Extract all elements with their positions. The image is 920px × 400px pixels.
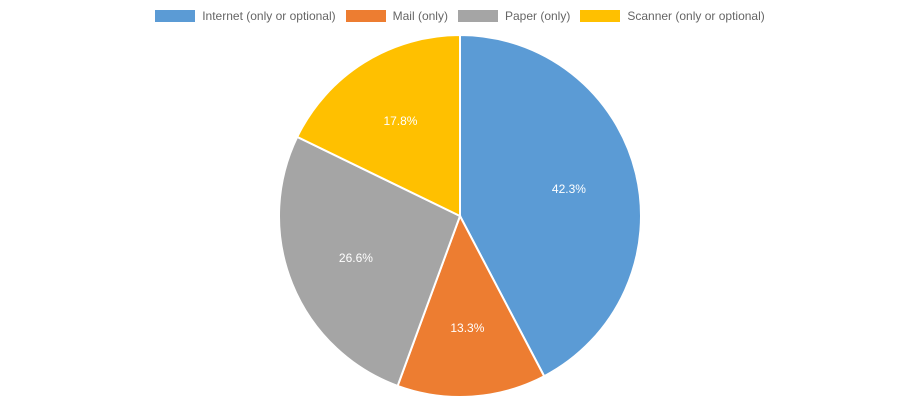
legend-item-paper[interactable]: Paper (only) xyxy=(457,9,571,23)
legend-swatch-mail xyxy=(345,10,386,22)
legend-label-scanner: Scanner (only or optional) xyxy=(627,9,765,23)
pie-slice-scanner[interactable] xyxy=(295,33,461,218)
legend-swatch-scanner xyxy=(580,10,621,22)
slice-label-mail: 13.3% xyxy=(450,321,484,335)
legend-item-scanner[interactable]: Scanner (only or optional) xyxy=(580,9,765,23)
pie-slice-labels: 42.3% 13.3% 26.6% 17.8% xyxy=(339,114,586,335)
pie-slice-mail[interactable] xyxy=(396,213,546,398)
legend-label-mail: Mail (only) xyxy=(392,9,448,23)
slice-label-internet: 42.3% xyxy=(552,182,586,196)
pie-slice-internet[interactable] xyxy=(459,33,642,378)
legend-label-internet: Internet (only or optional) xyxy=(202,9,336,23)
pie-slices xyxy=(278,33,642,398)
legend-swatch-internet xyxy=(155,10,196,22)
slice-label-scanner: 17.8% xyxy=(383,114,417,128)
legend-item-mail[interactable]: Mail (only) xyxy=(345,9,448,23)
slice-label-paper: 26.6% xyxy=(339,251,373,265)
legend-item-internet[interactable]: Internet (only or optional) xyxy=(155,9,336,23)
pie-slice-paper[interactable] xyxy=(278,135,462,388)
chart-legend: Internet (only or optional) Mail (only) … xyxy=(0,8,920,24)
legend-label-paper: Paper (only) xyxy=(504,9,571,23)
legend-swatch-paper xyxy=(457,10,498,22)
